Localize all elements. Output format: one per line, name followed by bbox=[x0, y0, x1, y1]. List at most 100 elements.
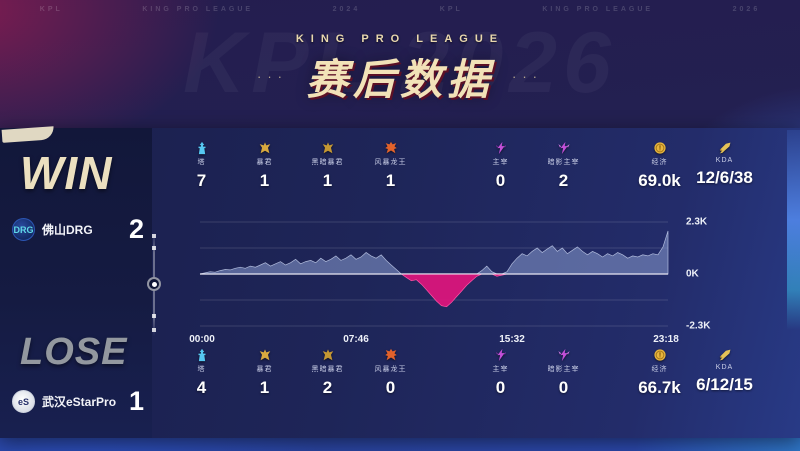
storm-dragon-icon bbox=[384, 347, 398, 362]
stat-value: 12/6/38 bbox=[696, 168, 753, 187]
stat-tyrant-win: 暴君 1 bbox=[233, 140, 296, 191]
stat-value: 6/12/15 bbox=[696, 375, 753, 394]
win-team-row: DRG 佛山DRG 2 bbox=[12, 214, 146, 245]
stat-value: 4 bbox=[196, 378, 207, 397]
stat-label: KDA bbox=[715, 157, 734, 164]
stat-label: 主宰 bbox=[492, 366, 509, 373]
overlord-icon bbox=[494, 347, 508, 362]
stat-label: 塔 bbox=[197, 366, 206, 373]
dark-tyrant-icon bbox=[321, 347, 335, 362]
lose-team-score: 1 bbox=[128, 386, 144, 416]
kda-icon bbox=[718, 140, 732, 155]
title-deco-left: ··· bbox=[256, 69, 288, 84]
stat-value: 1 bbox=[322, 171, 333, 190]
stat-value: 69.0k bbox=[638, 171, 681, 190]
stat-tyrant-lose: 暴君 1 bbox=[233, 347, 296, 398]
strip-text: KPL bbox=[39, 6, 63, 13]
shadow-overlord-icon bbox=[557, 140, 571, 155]
x-axis-label: 07:46 bbox=[343, 334, 369, 345]
stat-storm-dragon-lose: 风暴龙王 0 bbox=[359, 347, 422, 398]
stat-value: 1 bbox=[259, 171, 270, 190]
tower-icon bbox=[195, 140, 209, 155]
economy-icon bbox=[653, 347, 667, 362]
stat-dark-tyrant-lose: 黑暗暴君 2 bbox=[296, 347, 359, 398]
win-team-name: 佛山DRG bbox=[42, 223, 93, 237]
stat-label: KDA bbox=[715, 364, 734, 371]
strip-text: 2026 bbox=[732, 6, 761, 13]
stat-label: 主宰 bbox=[492, 159, 509, 166]
drg-team-logo: DRG bbox=[12, 218, 35, 241]
lose-stats-row: 塔 4 暴君 1 黑暗暴君 2 风暴龙王 0 主宰 0 暗影主宰 0 bbox=[170, 347, 786, 398]
win-stats-row: 塔 7 暴君 1 黑暗暴君 1 风暴龙王 1 主宰 0 暗影主宰 2 bbox=[170, 140, 786, 191]
tyrant-icon bbox=[258, 347, 272, 362]
x-axis-label: 15:32 bbox=[499, 334, 525, 345]
economy-diff-chart: 2.3K 0K -2.3K 00:00 07:46 15:32 23:18 bbox=[189, 217, 710, 346]
stat-label: 风暴龙王 bbox=[374, 366, 407, 373]
strip-text: KING PRO LEAGUE bbox=[142, 6, 254, 13]
stat-label: 风暴龙王 bbox=[374, 159, 407, 166]
stat-value: 1 bbox=[259, 378, 270, 397]
stat-label: 黑暗暴君 bbox=[311, 159, 344, 166]
stat-overlord-win: 主宰 0 bbox=[469, 140, 532, 191]
storm-dragon-icon bbox=[384, 140, 398, 155]
kpl-watermark: KPL 2026 bbox=[0, 14, 800, 113]
strip-text: KING PRO LEAGUE bbox=[542, 6, 654, 13]
page-title: 赛后数据 bbox=[305, 56, 494, 103]
stat-value: 66.7k bbox=[638, 378, 681, 397]
x-axis-label: 00:00 bbox=[189, 334, 215, 345]
strip-text: 2024 bbox=[332, 6, 361, 13]
stat-shadow-overlord-lose: 暗影主宰 0 bbox=[532, 347, 595, 398]
stat-value: 0 bbox=[385, 378, 396, 397]
stat-label: 经济 bbox=[651, 366, 668, 373]
dark-tyrant-icon bbox=[321, 140, 335, 155]
y-axis-label: 2.3K bbox=[686, 216, 708, 228]
stat-overlord-lose: 主宰 0 bbox=[469, 347, 532, 398]
lose-team-name: 武汉eStarPro bbox=[42, 395, 117, 409]
stat-kda-lose: KDA 6/12/15 bbox=[692, 347, 757, 398]
stat-label: 暗影主宰 bbox=[547, 366, 580, 373]
stat-storm-dragon-win: 风暴龙王 1 bbox=[359, 140, 422, 191]
team-side-panel bbox=[0, 128, 152, 438]
economy-chart-canvas bbox=[199, 221, 669, 327]
stat-label: 塔 bbox=[197, 159, 206, 166]
kda-icon bbox=[718, 347, 732, 362]
decor-divider bbox=[147, 232, 161, 336]
stat-kda-win: KDA 12/6/38 bbox=[692, 140, 757, 191]
tower-icon bbox=[195, 347, 209, 362]
shadow-overlord-icon bbox=[557, 347, 571, 362]
decor-divider-ring bbox=[147, 277, 161, 291]
stat-value: 0 bbox=[558, 378, 569, 397]
stat-value: 0 bbox=[495, 171, 506, 190]
stat-value: 2 bbox=[322, 378, 333, 397]
title-deco-right: ··· bbox=[512, 69, 543, 84]
league-label: KING PRO LEAGUE bbox=[295, 33, 505, 45]
stat-label: 黑暗暴君 bbox=[311, 366, 344, 373]
y-axis-label: -2.3K bbox=[686, 320, 711, 332]
stat-label: 暴君 bbox=[256, 159, 273, 166]
stat-tower-win: 塔 7 bbox=[170, 140, 233, 191]
y-axis-label: 0K bbox=[686, 268, 699, 280]
stat-economy-win: 经济 69.0k bbox=[627, 140, 692, 191]
stat-value: 1 bbox=[385, 171, 396, 190]
strip-text: KPL bbox=[439, 6, 463, 13]
tyrant-icon bbox=[258, 140, 272, 155]
estar-team-logo: eS bbox=[12, 390, 35, 413]
stat-economy-lose: 经济 66.7k bbox=[627, 347, 692, 398]
title-row: ··· 赛后数据 ··· bbox=[0, 46, 800, 107]
stat-label: 暗影主宰 bbox=[547, 159, 580, 166]
top-strip: KPL KING PRO LEAGUE 2024 KPL KING PRO LE… bbox=[0, 6, 800, 13]
x-axis-label: 23:18 bbox=[653, 334, 679, 345]
stat-label: 暴君 bbox=[256, 366, 273, 373]
overlord-icon bbox=[494, 140, 508, 155]
decor-edge-stripe bbox=[787, 130, 800, 330]
win-label: WIN bbox=[20, 147, 113, 199]
win-team-score: 2 bbox=[128, 214, 144, 244]
stat-dark-tyrant-win: 黑暗暴君 1 bbox=[296, 140, 359, 191]
lose-label: LOSE bbox=[20, 331, 128, 373]
stat-label: 经济 bbox=[651, 159, 668, 166]
stat-value: 7 bbox=[196, 171, 207, 190]
lose-team-row: eS 武汉eStarPro 1 bbox=[12, 386, 146, 417]
stat-value: 2 bbox=[558, 171, 569, 190]
stat-shadow-overlord-win: 暗影主宰 2 bbox=[532, 140, 595, 191]
